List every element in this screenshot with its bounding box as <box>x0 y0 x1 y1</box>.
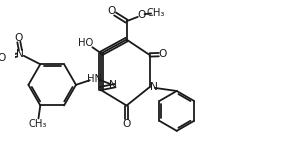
Text: CH₃: CH₃ <box>28 119 46 129</box>
Text: CH₃: CH₃ <box>147 8 165 18</box>
Text: O: O <box>137 10 145 20</box>
Text: O: O <box>15 33 23 43</box>
Text: N: N <box>150 82 158 92</box>
Text: N: N <box>109 80 117 90</box>
Text: O: O <box>122 119 131 129</box>
Text: O: O <box>107 6 115 16</box>
Text: HO: HO <box>78 38 94 48</box>
Text: N: N <box>16 48 24 58</box>
Text: O: O <box>0 53 6 63</box>
Text: HN: HN <box>87 74 102 84</box>
Text: O: O <box>158 49 167 59</box>
